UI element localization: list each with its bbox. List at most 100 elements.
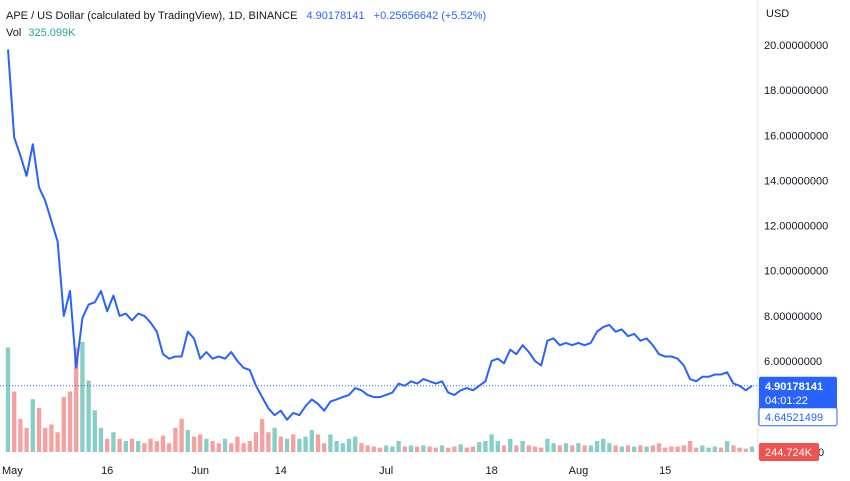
x-tick-label-2: Jun	[191, 465, 209, 477]
volume-bar	[24, 427, 29, 452]
volume-bar	[520, 441, 525, 452]
volume-bar	[694, 447, 699, 452]
volume-bar	[86, 380, 91, 452]
volume-bar	[681, 445, 686, 452]
volume-bar	[49, 424, 54, 452]
y-tick-label-2: 16.00000000	[764, 130, 828, 142]
volume-bar	[129, 438, 135, 452]
volume-bar	[216, 443, 221, 452]
volume-bar	[235, 436, 240, 452]
volume-bar	[669, 446, 674, 452]
symbol-title: APE / US Dollar (calculated by TradingVi…	[6, 10, 298, 22]
y-tick-label-5: 10.00000000	[764, 266, 828, 278]
volume-bar	[272, 427, 277, 452]
volume-bar	[421, 445, 426, 452]
volume-bar	[309, 430, 314, 452]
volume-bar	[700, 445, 705, 452]
volume-bar	[222, 438, 228, 452]
y-tick-label-7: 6.00000000	[764, 356, 822, 368]
volume-bar	[390, 446, 395, 452]
volume-bar	[253, 432, 259, 452]
volume-bar	[371, 446, 376, 452]
countdown-tag-text: 04:01:22	[765, 395, 808, 407]
volume-bar	[545, 438, 550, 452]
volume-bar	[427, 446, 432, 452]
volume-bar	[98, 427, 104, 452]
volume-bar	[30, 399, 35, 452]
volume-tag	[759, 443, 819, 461]
volume-bar	[173, 427, 178, 452]
volume-bar	[613, 445, 618, 452]
x-tick-label-3: 14	[275, 465, 287, 477]
volume-bar	[154, 441, 159, 452]
volume-bar	[712, 446, 717, 452]
volume-bar	[539, 447, 544, 452]
volume-bar	[402, 446, 407, 452]
volume-bar	[377, 447, 383, 452]
volume-bar	[5, 347, 11, 452]
x-tick-label-6: Aug	[569, 465, 589, 477]
y-tick-label-3: 14.00000000	[764, 175, 828, 187]
chart-legend-header: APE / US Dollar (calculated by TradingVi…	[6, 8, 486, 24]
volume-bar	[464, 447, 469, 452]
volume-bar	[656, 443, 662, 452]
volume-bar	[396, 441, 401, 452]
volume-bar	[532, 446, 538, 452]
volume-zero-label: 0	[818, 447, 824, 459]
volume-bar	[501, 445, 507, 452]
volume-bar	[526, 445, 531, 452]
volume-bar	[514, 445, 519, 452]
volume-bar	[260, 419, 265, 452]
volume-bar	[142, 443, 147, 452]
volume-bar	[297, 438, 302, 452]
volume-bar	[160, 435, 166, 452]
volume-bar	[334, 441, 339, 452]
volume-bar	[408, 445, 414, 452]
volume-bar	[210, 441, 215, 452]
volume-bar	[55, 432, 60, 452]
volume-bar	[619, 446, 624, 452]
volume-bar	[384, 445, 389, 452]
volume-label: Vol	[6, 27, 22, 39]
secondary-price-tag-text: 4.64521499	[765, 412, 823, 424]
volume-bar	[365, 445, 370, 452]
volume-bar	[718, 447, 724, 452]
last-price-value: 4.90178141	[306, 10, 365, 22]
price-change-value: +0.25656642 (+5.52%)	[373, 10, 487, 22]
volume-bar	[247, 441, 252, 452]
volume-legend: Vol 325.099K	[6, 25, 75, 41]
last-price-tag	[759, 376, 837, 409]
currency-label: USD	[766, 8, 790, 20]
x-tick-label-4: Jul	[379, 465, 393, 477]
x-tick-label-7: 15	[659, 465, 671, 477]
volume-bar	[439, 445, 445, 452]
volume-bar	[340, 443, 345, 452]
volume-bar	[477, 442, 482, 452]
volume-bar	[687, 441, 693, 452]
volume-bar	[328, 434, 333, 452]
x-tick-label-1: 16	[101, 465, 113, 477]
volume-bar	[322, 443, 327, 452]
volume-bar	[284, 438, 290, 452]
volume-bar	[433, 447, 438, 452]
volume-bar	[638, 445, 643, 452]
volume-bar	[570, 445, 575, 452]
volume-bar	[117, 438, 122, 452]
volume-bar	[675, 446, 680, 452]
volume-bar	[74, 347, 79, 452]
volume-bar	[625, 445, 631, 452]
volume-bar	[632, 446, 637, 452]
volume-tag-text: 244.724K	[765, 447, 813, 459]
volume-bar	[303, 436, 308, 452]
volume-bar	[563, 443, 569, 452]
volume-bar	[359, 443, 364, 452]
volume-bar	[743, 448, 748, 452]
volume-bar	[111, 432, 116, 452]
volume-bar	[167, 443, 172, 452]
x-tick-label-0: May	[2, 465, 23, 477]
volume-bar	[123, 441, 128, 452]
volume-bar	[749, 446, 755, 452]
volume-bar	[353, 436, 358, 452]
volume-bar	[36, 408, 42, 452]
